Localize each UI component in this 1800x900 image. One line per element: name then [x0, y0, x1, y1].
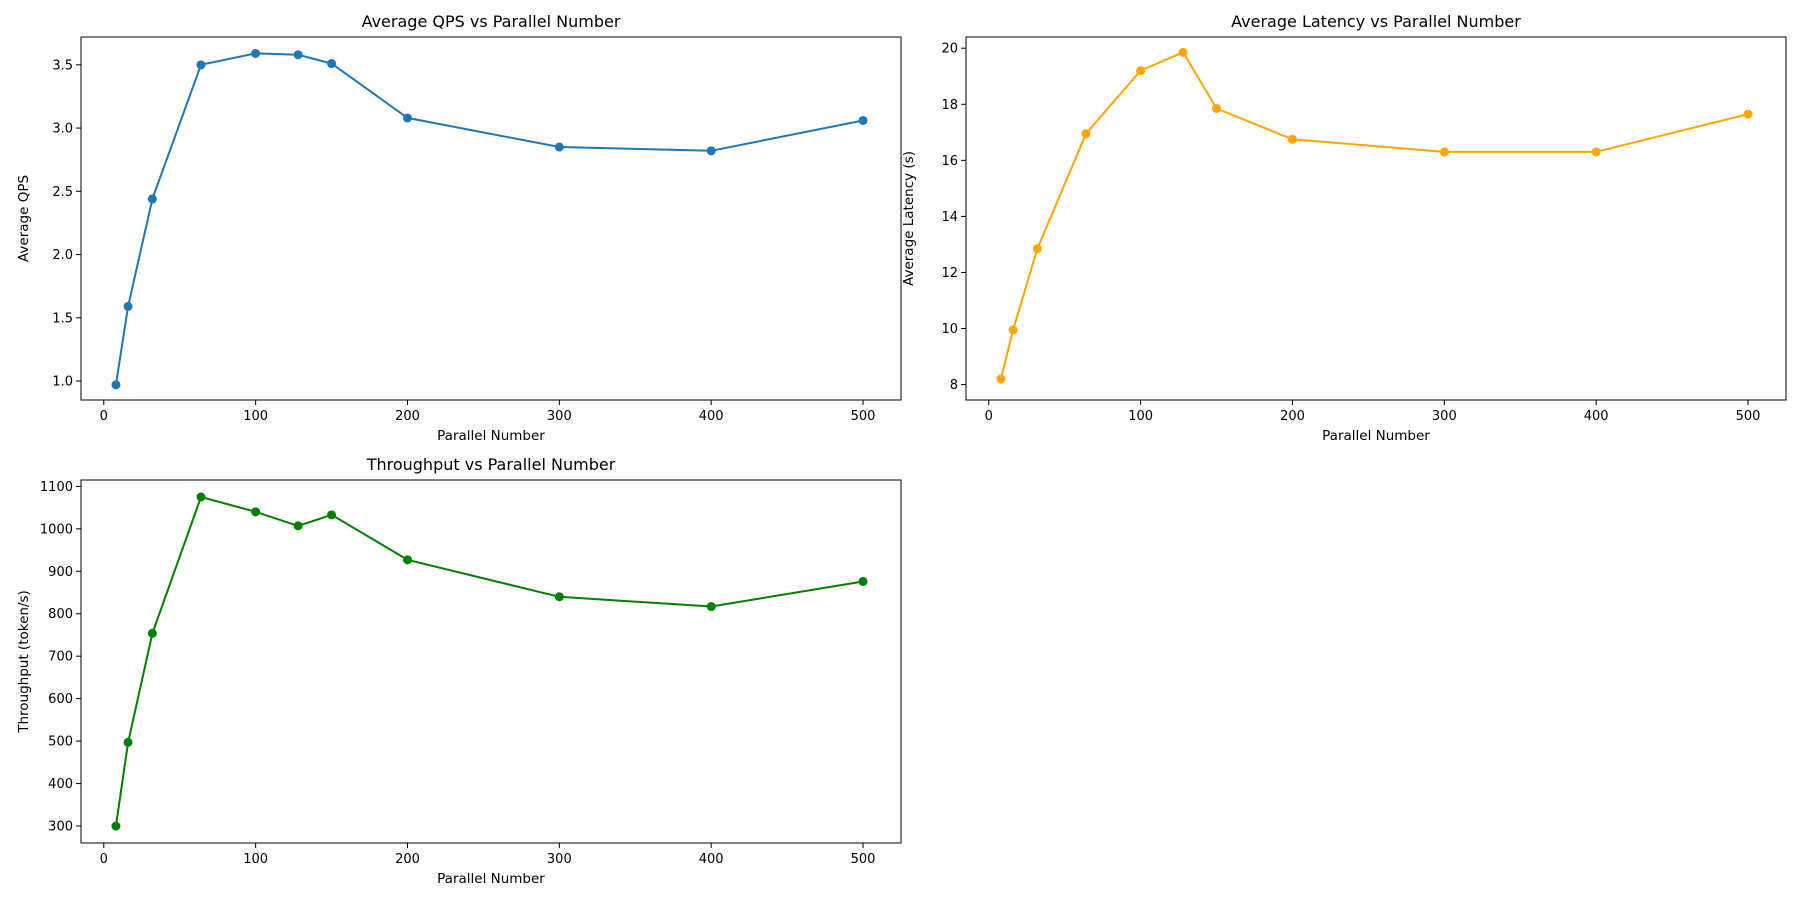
x-tick-label: 100	[1128, 409, 1153, 424]
data-point	[196, 492, 206, 502]
data-point	[996, 374, 1006, 384]
chart-panel-3: Throughput vs Parallel Number Parallel Nu…	[16, 455, 902, 887]
y-tick-label: 3.0	[52, 122, 73, 137]
y-tick-label: 500	[48, 735, 73, 750]
data-point	[706, 146, 716, 156]
y-tick-label: 20	[941, 42, 958, 57]
x-tick-label: 300	[547, 852, 572, 867]
x-tick-label: 400	[1584, 409, 1609, 424]
x-tick-label: 400	[699, 409, 724, 424]
y-tick-label: 1.0	[52, 375, 73, 390]
data-point	[1081, 129, 1091, 139]
data-point	[402, 555, 412, 565]
y-tick-label: 600	[48, 692, 73, 707]
y-tick-label: 1000	[40, 522, 73, 537]
data-point	[1439, 147, 1449, 157]
data-point	[1212, 103, 1222, 113]
chart-title: Throughput vs Parallel Number	[366, 455, 616, 474]
y-tick-label: 1.5	[52, 311, 73, 326]
x-tick-label: 400	[699, 852, 724, 867]
data-point	[554, 592, 564, 602]
data-point	[196, 60, 206, 70]
x-tick-label: 200	[395, 852, 420, 867]
y-tick-label: 3.5	[52, 58, 73, 73]
data-point	[123, 737, 133, 747]
x-tick-label: 200	[1280, 409, 1305, 424]
plot-frame	[965, 36, 1787, 401]
series-line	[114, 52, 864, 385]
y-tick-label: 1100	[40, 480, 73, 495]
x-tick-label: 0	[100, 409, 108, 424]
y-tick-label: 10	[941, 322, 958, 337]
data-point	[858, 576, 868, 586]
data-point	[1178, 47, 1188, 57]
data-point	[123, 301, 133, 311]
plot-frame	[80, 479, 902, 844]
x-tick-label: 500	[851, 852, 876, 867]
data-point	[554, 142, 564, 152]
x-tick-label: 100	[243, 852, 268, 867]
y-tick-label: 8	[950, 378, 958, 393]
y-tick-label: 16	[941, 154, 958, 169]
y-tick-label: 14	[941, 210, 958, 225]
data-point	[147, 194, 157, 204]
x-tick-label: 100	[243, 409, 268, 424]
data-point	[327, 59, 337, 69]
x-tick-label: 500	[851, 409, 876, 424]
y-axis-label: Throughput (token/s)	[16, 590, 32, 734]
y-tick-label: 800	[48, 607, 73, 622]
x-tick-label: 200	[395, 409, 420, 424]
y-tick-label: 2.5	[52, 185, 73, 200]
data-point	[147, 628, 157, 638]
chart-panel-1: Average QPS vs Parallel Number Parallel N…	[16, 12, 902, 444]
data-point	[111, 380, 121, 390]
data-point	[1743, 109, 1753, 119]
chart-title: Average Latency vs Parallel Number	[1231, 12, 1521, 31]
y-tick-label: 900	[48, 565, 73, 580]
x-tick-label: 300	[547, 409, 572, 424]
x-tick-label: 500	[1736, 409, 1761, 424]
data-point	[251, 507, 261, 517]
data-point	[1136, 66, 1146, 76]
y-tick-label: 12	[941, 266, 958, 281]
y-tick-label: 2.0	[52, 248, 73, 263]
data-point	[402, 113, 412, 123]
y-tick-label: 400	[48, 777, 73, 792]
y-tick-label: 18	[941, 98, 958, 113]
data-point	[293, 50, 303, 60]
data-point	[1008, 325, 1018, 335]
data-point	[1032, 244, 1042, 254]
y-tick-label: 700	[48, 650, 73, 665]
data-point	[293, 521, 303, 531]
data-point	[706, 602, 716, 612]
data-point	[858, 115, 868, 125]
x-axis-label: Parallel Number	[437, 428, 545, 444]
y-axis-label: Average QPS	[16, 175, 32, 262]
data-point	[327, 510, 337, 520]
x-axis-label: Parallel Number	[1322, 428, 1430, 444]
series-line	[114, 495, 864, 827]
data-point	[111, 821, 121, 831]
x-tick-label: 300	[1432, 409, 1457, 424]
data-point	[1591, 147, 1601, 157]
x-axis-label: Parallel Number	[437, 871, 545, 887]
y-axis-label: Average Latency (s)	[901, 151, 917, 286]
series-line	[999, 51, 1749, 380]
chart-title: Average QPS vs Parallel Number	[362, 12, 621, 31]
x-tick-label: 0	[985, 409, 993, 424]
plot-frame	[80, 36, 902, 401]
y-tick-label: 300	[48, 820, 73, 835]
x-tick-label: 0	[100, 852, 108, 867]
data-point	[251, 48, 261, 58]
chart-panel-2: Average Latency vs Parallel Number Parall…	[901, 12, 1787, 444]
data-point	[1287, 134, 1297, 144]
